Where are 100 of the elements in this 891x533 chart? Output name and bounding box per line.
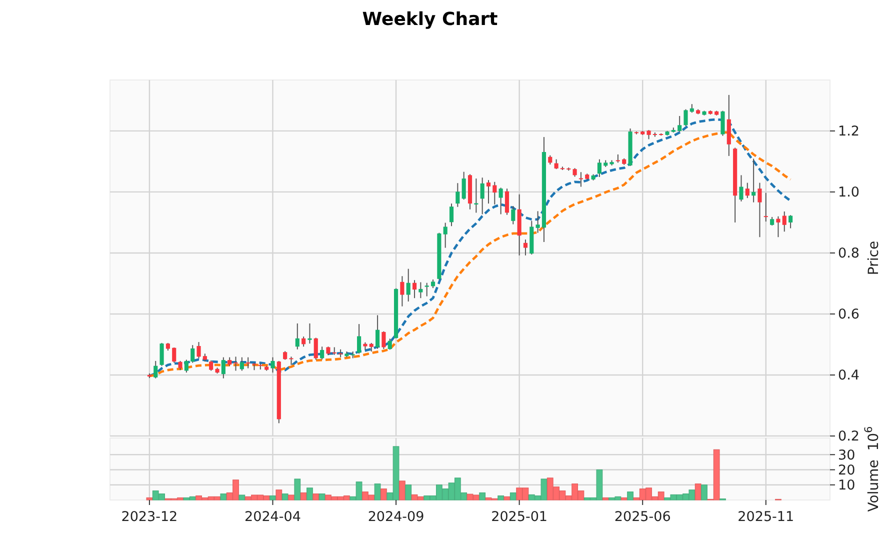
candlestick [246,356,250,369]
candlestick [462,171,466,200]
candlestick [209,360,214,372]
candlestick [449,203,454,227]
bar [146,497,153,500]
candlestick [739,174,744,202]
x-tick-label: 2024-09 [368,509,424,525]
candlestick [554,158,558,170]
candlestick [308,322,312,344]
candlestick [314,337,318,360]
candlestick [190,344,195,364]
candlestick [474,178,478,214]
y-tick-label: 1.0 [838,184,860,201]
candlestick [418,282,423,299]
candlestick [295,322,300,350]
candlestick [646,130,651,140]
bar [282,494,288,500]
y-tick-label: 1.2 [838,124,860,140]
candlestick [196,342,201,359]
candlestick [234,356,238,372]
candlestick [758,182,762,238]
candlestick [776,216,780,238]
bar [498,495,504,500]
candlestick [764,192,768,222]
candlestick [320,346,324,360]
candlestick [424,282,429,297]
candlestick [684,108,688,127]
candlestick [548,154,552,165]
x-tick-label: 2025-06 [614,509,671,525]
candlestick [788,214,793,229]
y-tick-label: 10 [838,478,856,494]
candlestick [357,324,362,354]
y-tick-label: 0.8 [838,246,860,262]
candlestick [720,110,725,136]
candlestick [382,330,386,350]
bar [510,492,516,500]
x-tick-label: 2025-11 [738,509,794,525]
bar [238,494,246,500]
bar [380,488,387,500]
y-tick-label: 0.6 [838,306,860,323]
candlestick [745,182,750,199]
bar [294,478,301,500]
bar [620,497,628,500]
x-tick-label: 2023-12 [121,509,178,525]
x-tick-label: 2024-04 [244,509,301,525]
bar [602,497,609,500]
candlestick [221,356,226,379]
candlestick [240,356,244,372]
bar [405,484,412,500]
candlestick [400,276,404,307]
bar [270,495,276,500]
candlestick [782,210,786,232]
bar [504,496,510,500]
bar [479,492,486,500]
candlestick [388,338,392,350]
candlestick [678,115,682,132]
chart-title: Weekly Chart [362,9,498,30]
y-axis-title: Price [866,240,882,276]
candlestick [270,356,275,374]
bar [627,492,634,500]
candlestick [332,346,336,356]
bar [276,490,282,500]
candlestick [160,342,164,366]
y-tick-label: 30 [838,447,856,464]
bar [220,494,227,500]
candlestick [406,268,410,302]
bar [306,488,313,500]
candlestick [178,360,182,371]
candlestick [504,188,510,216]
candlestick [536,210,540,234]
bar [300,492,307,500]
y-tick-label: 0.2 [838,428,860,445]
bar [318,494,326,500]
candlestick [492,181,497,205]
candlestick [511,205,516,225]
candlestick [597,158,602,178]
y-tick-label: 20 [838,462,856,478]
candlestick [523,239,528,256]
candlestick [752,158,756,203]
candlestick [376,314,380,350]
candlestick [412,280,417,299]
bar [701,484,708,500]
bar [288,494,294,500]
candlestick [172,347,176,364]
candlestick [302,336,306,348]
bar [694,484,702,500]
candlestick [443,222,448,248]
bar [374,484,381,500]
candlestick [289,356,294,366]
bar [312,494,320,500]
y-tick-label: 0.4 [838,368,860,384]
candlestick [154,360,158,379]
candlestick [456,182,460,208]
candlestick [486,180,491,204]
candlestick [480,177,484,215]
x-tick-label: 2025-01 [491,509,548,525]
candlestick [578,172,583,188]
bar [398,480,406,500]
candlestick [498,187,503,215]
candlestick [184,359,188,374]
